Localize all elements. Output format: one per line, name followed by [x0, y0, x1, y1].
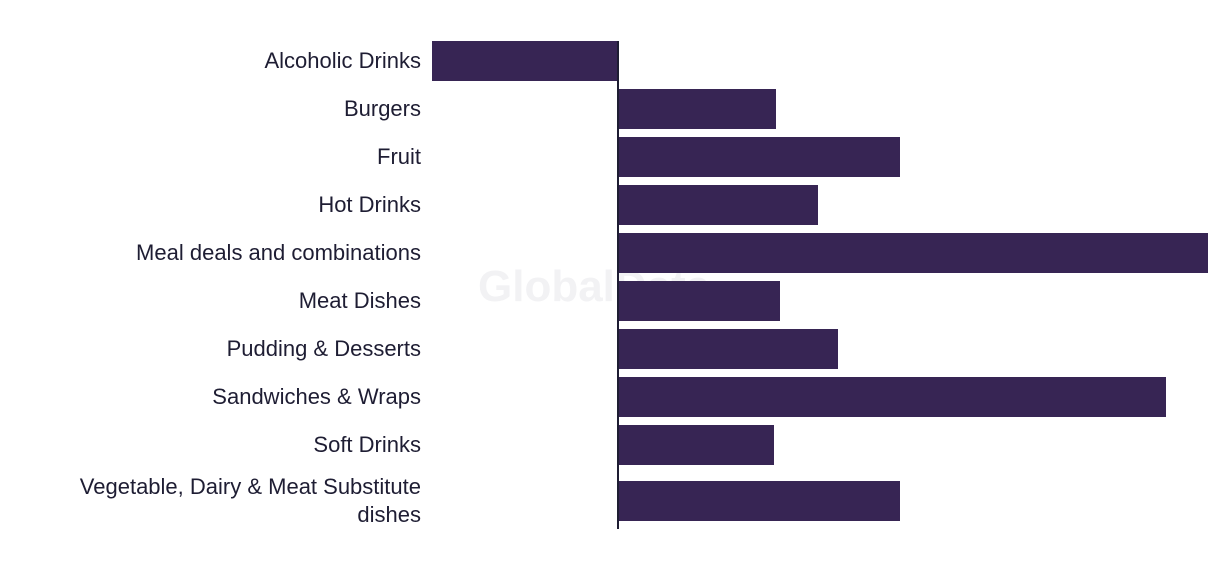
category-label: Vegetable, Dairy & Meat Substitute dishe… — [79, 474, 421, 527]
bar — [618, 329, 838, 369]
bar — [618, 137, 900, 177]
category-label: Soft Drinks — [313, 432, 421, 457]
category-label: Meat Dishes — [298, 288, 421, 313]
plot-cell — [432, 89, 1208, 129]
plot-cell — [432, 329, 1208, 369]
bar — [618, 233, 1208, 273]
bar-row: Fruit — [0, 137, 1220, 177]
bar — [618, 425, 774, 465]
plot-cell — [432, 377, 1208, 417]
category-label: Alcoholic Drinks — [264, 48, 422, 73]
plot-cell — [432, 137, 1208, 177]
bar-row: Meal deals and combinations — [0, 233, 1220, 273]
category-label: Fruit — [377, 144, 421, 169]
bar — [618, 89, 776, 129]
category-label: Pudding & Desserts — [226, 336, 421, 361]
plot-cell — [432, 41, 1208, 81]
bar-row: Soft Drinks — [0, 425, 1220, 465]
plot-cell — [432, 481, 1208, 521]
category-label: Hot Drinks — [318, 192, 421, 217]
category-label: Sandwiches & Wraps — [212, 384, 421, 409]
category-label: Meal deals and combinations — [136, 240, 421, 265]
bar — [618, 481, 900, 521]
plot-cell — [432, 233, 1208, 273]
bar-row: Hot Drinks — [0, 185, 1220, 225]
bar-row: Sandwiches & Wraps — [0, 377, 1220, 417]
bar-row: Alcoholic Drinks — [0, 41, 1220, 81]
bar-row: Pudding & Desserts — [0, 329, 1220, 369]
bar-row: Burgers — [0, 89, 1220, 129]
bar — [618, 377, 1166, 417]
zero-axis — [617, 41, 619, 529]
bar-row: Vegetable, Dairy & Meat Substitute dishe… — [0, 473, 1220, 529]
plot-cell — [432, 425, 1208, 465]
bar — [432, 41, 618, 81]
chart: Alcoholic Drinks Burgers Fruit Hot Drinks Me… — [0, 41, 1220, 537]
bar — [618, 281, 780, 321]
bar-row: Meat Dishes — [0, 281, 1220, 321]
plot-cell — [432, 185, 1208, 225]
plot-cell — [432, 281, 1208, 321]
category-label: Burgers — [343, 96, 421, 121]
bar — [618, 185, 818, 225]
